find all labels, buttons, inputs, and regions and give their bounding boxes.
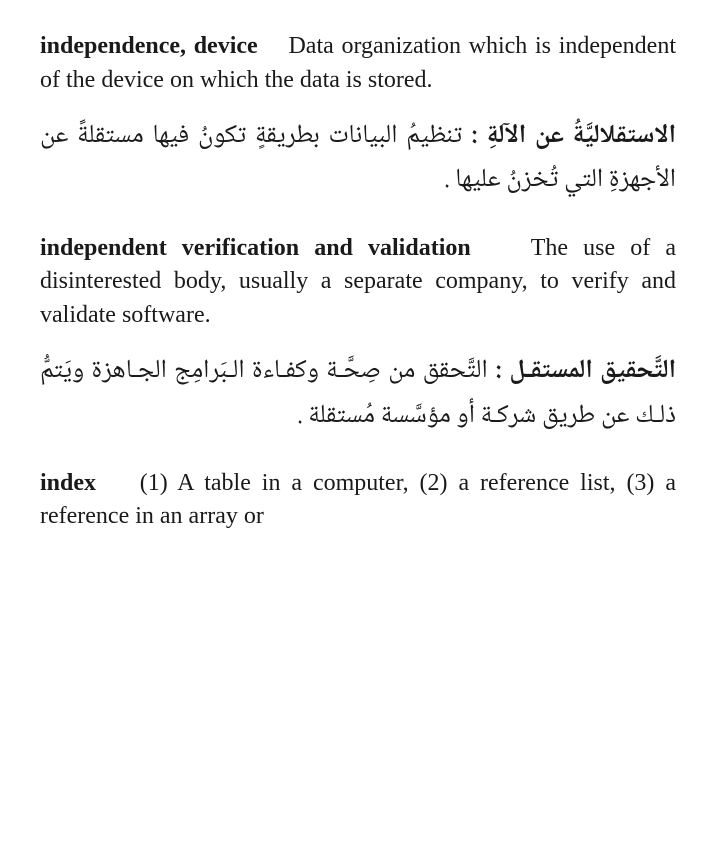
english-definition: independent verification and valida­tion… [40, 232, 676, 333]
entry-term-en: index [40, 470, 96, 496]
arabic-definition: الاستقلاليَّةُ عن الآلةِ : تنظيمُ البيان… [40, 115, 676, 203]
entry-term-ar: التَّحقيق المستقـل : [495, 350, 676, 394]
entry-term-en: independent verification and valida­tion [40, 235, 471, 261]
entry-term-en: independence, device [40, 33, 258, 59]
entry-def-en: (1) A table in a computer, (2) a referen… [40, 470, 676, 530]
dictionary-entry: index (1) A table in a computer, (2) a r… [40, 467, 676, 534]
dictionary-entry: independence, device Data organiza­tion … [40, 30, 676, 204]
english-definition: independence, device Data organiza­tion … [40, 30, 676, 97]
entry-term-ar: الاستقلاليَّةُ عن الآلةِ : [471, 115, 676, 159]
arabic-definition: التَّحقيق المستقـل : التَّحقق من صِحَّـة… [40, 350, 676, 438]
english-definition: index (1) A table in a computer, (2) a r… [40, 467, 676, 534]
dictionary-entry: independent verification and valida­tion… [40, 232, 676, 439]
